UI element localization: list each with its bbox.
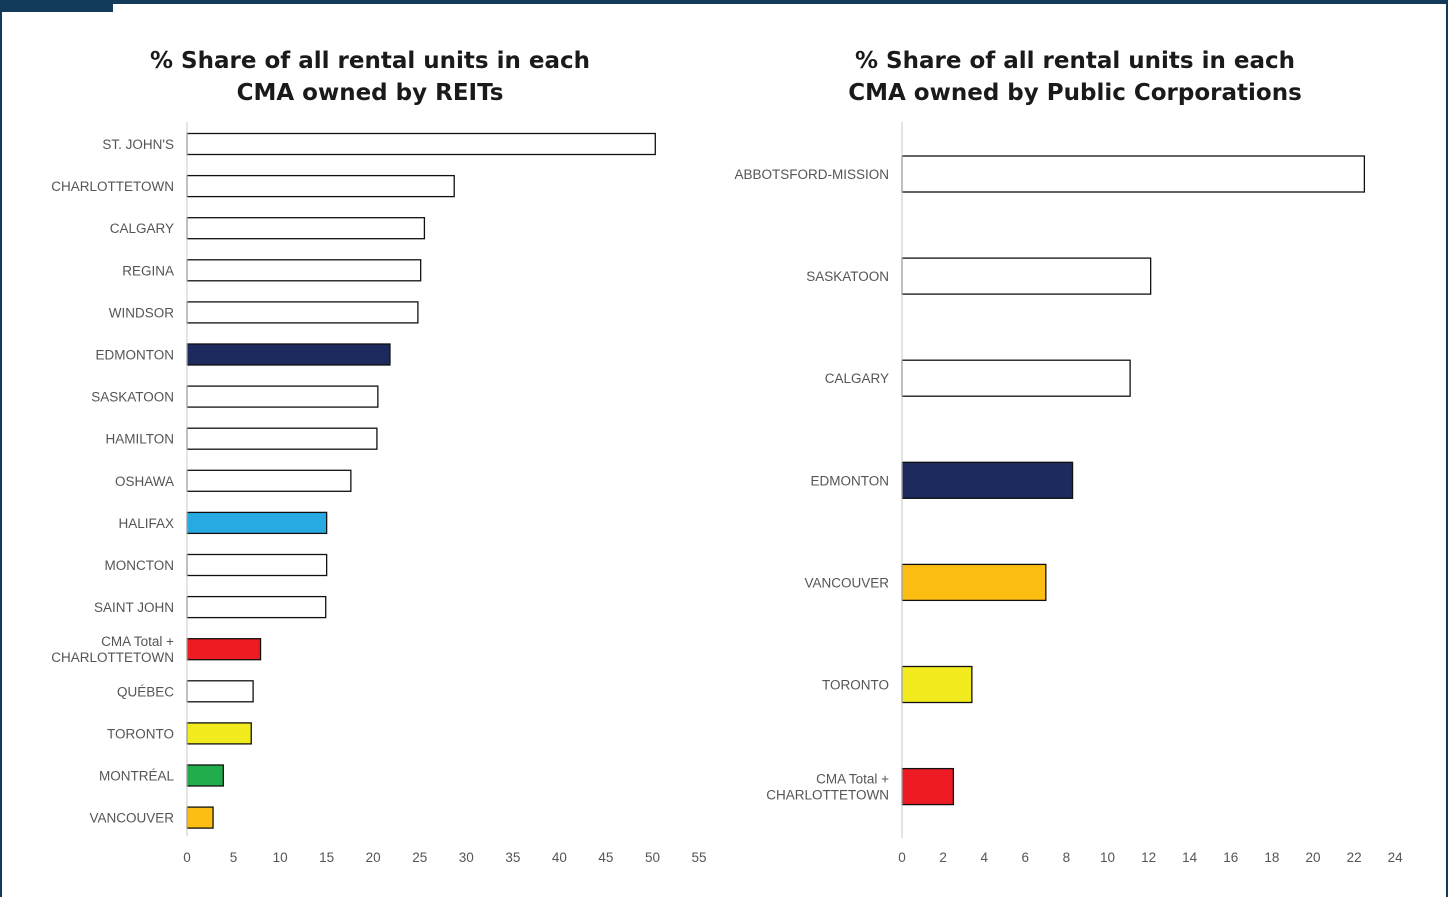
- chart-title-reits-line-2: CMA owned by REITs: [236, 80, 504, 106]
- tick-label-reits-40: 40: [552, 850, 567, 865]
- tick-label-reits-45: 45: [598, 850, 613, 865]
- tick-label-public-0: 0: [898, 850, 906, 865]
- category-label-reits-toronto: TORONTO: [107, 726, 174, 741]
- category-label-public-cma-total-charlottetown: CMA Total + CHARLOTTETOWN: [766, 772, 889, 803]
- category-label-public-edmonton: EDMONTON: [810, 473, 889, 488]
- category-label-reits-montreal: MONTRÉAL: [99, 769, 175, 784]
- chart-title-public-corporations-line-1: % Share of all rental units in each: [854, 48, 1295, 74]
- category-label-public-toronto: TORONTO: [822, 678, 889, 693]
- bar-reits-montreal: [186, 764, 224, 787]
- category-label-reits-saskatoon: SASKATOON: [91, 390, 174, 405]
- tick-label-public-18: 18: [1264, 850, 1279, 865]
- category-label-reits-windsor: WINDSOR: [109, 305, 174, 320]
- category-label-reits-saint-john: SAINT JOHN: [94, 600, 174, 615]
- category-label-reits-quebec: QUÉBEC: [117, 684, 174, 699]
- bar-reits-regina: [186, 259, 422, 282]
- tick-label-public-8: 8: [1063, 850, 1071, 865]
- bar-reits-edmonton: [186, 343, 391, 366]
- bar-reits-saskatoon: [186, 385, 379, 408]
- tick-label-public-6: 6: [1022, 850, 1030, 865]
- bar-public-edmonton: [901, 461, 1074, 499]
- chart-public-corporations: ABBOTSFORD-MISSION SASKATOON CALGARY EDMONT…: [734, 122, 1403, 865]
- tick-label-public-2: 2: [939, 850, 947, 865]
- bar-reits-quebec: [186, 680, 254, 703]
- category-label-reits-oshawa: OSHAWA: [115, 474, 174, 489]
- category-label-reits-regina: REGINA: [122, 263, 174, 278]
- category-label-reits-charlottetown: CHARLOTTETOWN: [51, 179, 174, 194]
- tick-label-reits-25: 25: [412, 850, 427, 865]
- category-label-reits-st-john-s: ST. JOHN'S: [102, 137, 174, 152]
- chart-title-reits-line-1: % Share of all rental units in each: [149, 48, 590, 74]
- bar-reits-vancouver: [186, 806, 214, 829]
- tick-label-public-14: 14: [1182, 850, 1198, 865]
- bar-reits-halifax: [186, 511, 328, 535]
- category-label-reits-calgary: CALGARY: [110, 221, 174, 236]
- tick-label-reits-35: 35: [505, 850, 520, 865]
- tick-label-reits-5: 5: [230, 850, 238, 865]
- tick-label-reits-20: 20: [366, 850, 381, 865]
- category-label-public-abbotsford-mission: ABBOTSFORD-MISSION: [734, 167, 889, 182]
- category-label-public-calgary: CALGARY: [825, 371, 889, 386]
- tick-label-reits-50: 50: [645, 850, 660, 865]
- tick-label-public-10: 10: [1100, 850, 1115, 865]
- tick-label-public-24: 24: [1388, 850, 1404, 865]
- corner-tab: [0, 0, 113, 12]
- category-label-public-vancouver: VANCOUVER: [804, 575, 889, 590]
- bar-reits-oshawa: [186, 469, 352, 492]
- bar-public-vancouver: [901, 563, 1047, 602]
- category-label-reits-edmonton: EDMONTON: [95, 348, 174, 363]
- bar-reits-st-john-s: [186, 132, 656, 156]
- category-label-reits-moncton: MONCTON: [105, 558, 175, 573]
- category-label-reits-vancouver: VANCOUVER: [89, 811, 174, 826]
- bar-public-calgary: [901, 359, 1131, 397]
- tick-label-reits-15: 15: [319, 850, 334, 865]
- bar-reits-toronto: [186, 722, 252, 745]
- bar-reits-calgary: [186, 217, 426, 240]
- bar-reits-moncton: [186, 553, 328, 577]
- chart-title-public-corporations: % Share of all rental units in each CMA …: [785, 45, 1365, 109]
- bar-reits-windsor: [186, 301, 419, 324]
- category-label-reits-halifax: HALIFAX: [118, 516, 174, 531]
- tick-label-reits-0: 0: [183, 850, 191, 865]
- tick-label-public-20: 20: [1305, 850, 1320, 865]
- tick-label-public-22: 22: [1347, 850, 1362, 865]
- tick-label-public-16: 16: [1223, 850, 1238, 865]
- tick-label-reits-55: 55: [692, 850, 707, 865]
- chart-title-reits: % Share of all rental units in each CMA …: [80, 45, 660, 109]
- tick-label-public-12: 12: [1141, 850, 1156, 865]
- bar-public-abbotsford-mission: [901, 155, 1366, 193]
- tick-label-reits-10: 10: [273, 850, 288, 865]
- category-label-reits-hamilton: HAMILTON: [105, 432, 174, 447]
- bar-public-cma-total-charlottetown: [901, 767, 955, 806]
- chart-reits: ST. JOHN'S CHARLOTTETOWN CALGARY REGINA WIND…: [51, 122, 707, 865]
- bar-reits-charlottetown: [186, 174, 455, 198]
- bar-public-toronto: [901, 665, 973, 704]
- tick-label-public-4: 4: [980, 850, 988, 865]
- bar-reits-cma-total-charlottetown: [186, 638, 262, 661]
- category-label-reits-cma-total-charlottetown: CMA Total + CHARLOTTETOWN: [51, 634, 174, 665]
- bar-public-saskatoon: [901, 257, 1152, 295]
- bar-reits-hamilton: [186, 427, 378, 450]
- category-label-public-saskatoon: SASKATOON: [806, 269, 889, 284]
- bar-reits-saint-john: [186, 595, 327, 619]
- chart-title-public-corporations-line-2: CMA owned by Public Corporations: [848, 80, 1302, 106]
- tick-label-reits-30: 30: [459, 850, 474, 865]
